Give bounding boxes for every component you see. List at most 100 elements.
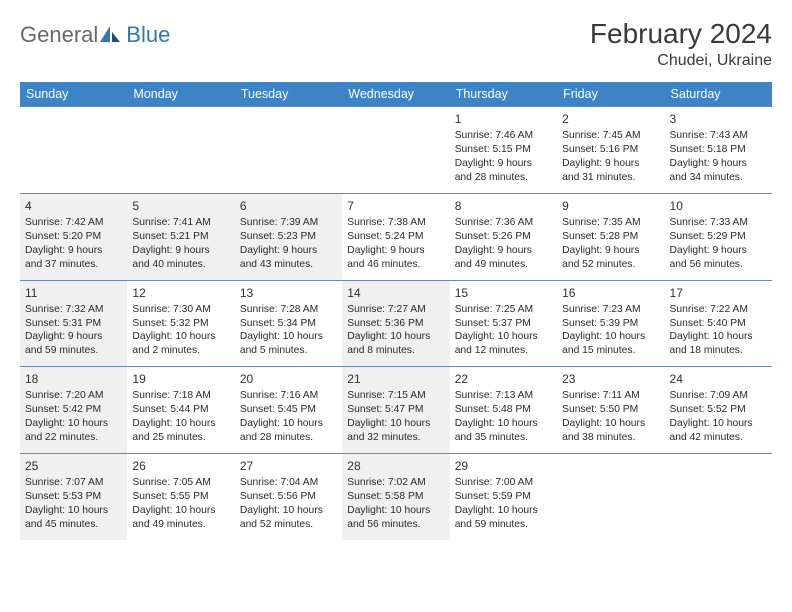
sunset-text: Sunset: 5:39 PM [562,317,659,331]
day-cell: 15Sunrise: 7:25 AMSunset: 5:37 PMDayligh… [450,280,557,367]
day2-text: and 18 minutes. [670,344,767,358]
sunset-text: Sunset: 5:59 PM [455,490,552,504]
sunset-text: Sunset: 5:36 PM [347,317,444,331]
day-cell: 1Sunrise: 7:46 AMSunset: 5:15 PMDaylight… [450,107,557,194]
sunset-text: Sunset: 5:58 PM [347,490,444,504]
day-number: 12 [132,285,229,301]
day-number: 23 [562,371,659,387]
day2-text: and 42 minutes. [670,431,767,445]
sunrise-text: Sunrise: 7:23 AM [562,303,659,317]
day2-text: and 22 minutes. [25,431,122,445]
day1-text: Daylight: 10 hours [25,417,122,431]
day1-text: Daylight: 10 hours [562,417,659,431]
location-label: Chudei, Ukraine [590,52,772,70]
sunrise-text: Sunrise: 7:07 AM [25,476,122,490]
day1-text: Daylight: 10 hours [670,417,767,431]
day2-text: and 8 minutes. [347,344,444,358]
sunset-text: Sunset: 5:16 PM [562,143,659,157]
day1-text: Daylight: 10 hours [347,330,444,344]
week-row: 11Sunrise: 7:32 AMSunset: 5:31 PMDayligh… [20,280,772,367]
week-row: 25Sunrise: 7:07 AMSunset: 5:53 PMDayligh… [20,454,772,540]
day-number: 5 [132,198,229,214]
day-cell [557,454,664,540]
day1-text: Daylight: 10 hours [455,417,552,431]
day-cell: 18Sunrise: 7:20 AMSunset: 5:42 PMDayligh… [20,367,127,454]
day-number: 3 [670,111,767,127]
day-number: 20 [240,371,337,387]
month-title: February 2024 [590,18,772,50]
day-number: 27 [240,458,337,474]
day-cell: 5Sunrise: 7:41 AMSunset: 5:21 PMDaylight… [127,193,234,280]
day2-text: and 59 minutes. [455,518,552,532]
sunrise-text: Sunrise: 7:35 AM [562,216,659,230]
sunrise-text: Sunrise: 7:15 AM [347,389,444,403]
day2-text: and 31 minutes. [562,171,659,185]
day1-text: Daylight: 9 hours [240,244,337,258]
day1-text: Daylight: 10 hours [132,417,229,431]
sunrise-text: Sunrise: 7:20 AM [25,389,122,403]
day2-text: and 45 minutes. [25,518,122,532]
day2-text: and 28 minutes. [455,171,552,185]
sunrise-text: Sunrise: 7:22 AM [670,303,767,317]
sunrise-text: Sunrise: 7:28 AM [240,303,337,317]
dow-monday: Monday [127,82,234,107]
sunset-text: Sunset: 5:24 PM [347,230,444,244]
sunrise-text: Sunrise: 7:11 AM [562,389,659,403]
brand-blue: Blue [126,22,170,48]
sunset-text: Sunset: 5:26 PM [455,230,552,244]
page-header: General Blue February 2024 Chudei, Ukrai… [20,18,772,70]
sunrise-text: Sunrise: 7:16 AM [240,389,337,403]
sunrise-text: Sunrise: 7:43 AM [670,129,767,143]
day1-text: Daylight: 10 hours [240,417,337,431]
day2-text: and 5 minutes. [240,344,337,358]
day-of-week-row: Sunday Monday Tuesday Wednesday Thursday… [20,82,772,107]
day-cell: 7Sunrise: 7:38 AMSunset: 5:24 PMDaylight… [342,193,449,280]
day1-text: Daylight: 10 hours [347,417,444,431]
day1-text: Daylight: 9 hours [347,244,444,258]
day2-text: and 35 minutes. [455,431,552,445]
day2-text: and 56 minutes. [670,258,767,272]
day2-text: and 49 minutes. [455,258,552,272]
day1-text: Daylight: 10 hours [562,330,659,344]
day-number: 17 [670,285,767,301]
day-number: 11 [25,285,122,301]
sunset-text: Sunset: 5:40 PM [670,317,767,331]
sunset-text: Sunset: 5:28 PM [562,230,659,244]
sunset-text: Sunset: 5:37 PM [455,317,552,331]
day1-text: Daylight: 9 hours [132,244,229,258]
day-number: 29 [455,458,552,474]
day-number: 13 [240,285,337,301]
day2-text: and 15 minutes. [562,344,659,358]
dow-saturday: Saturday [665,82,772,107]
day1-text: Daylight: 9 hours [25,330,122,344]
day-cell: 28Sunrise: 7:02 AMSunset: 5:58 PMDayligh… [342,454,449,540]
day-number: 19 [132,371,229,387]
day-cell: 9Sunrise: 7:35 AMSunset: 5:28 PMDaylight… [557,193,664,280]
sunset-text: Sunset: 5:32 PM [132,317,229,331]
sunset-text: Sunset: 5:56 PM [240,490,337,504]
sunset-text: Sunset: 5:55 PM [132,490,229,504]
day-cell: 2Sunrise: 7:45 AMSunset: 5:16 PMDaylight… [557,107,664,194]
sunrise-text: Sunrise: 7:09 AM [670,389,767,403]
brand-general: General [20,22,98,48]
sunrise-text: Sunrise: 7:13 AM [455,389,552,403]
day-cell [665,454,772,540]
sunset-text: Sunset: 5:15 PM [455,143,552,157]
day-cell: 4Sunrise: 7:42 AMSunset: 5:20 PMDaylight… [20,193,127,280]
sunrise-text: Sunrise: 7:33 AM [670,216,767,230]
sunset-text: Sunset: 5:45 PM [240,403,337,417]
week-row: 18Sunrise: 7:20 AMSunset: 5:42 PMDayligh… [20,367,772,454]
day1-text: Daylight: 10 hours [240,330,337,344]
day-cell: 17Sunrise: 7:22 AMSunset: 5:40 PMDayligh… [665,280,772,367]
logo-sail-icon [100,26,124,44]
day1-text: Daylight: 10 hours [132,330,229,344]
sunrise-text: Sunrise: 7:41 AM [132,216,229,230]
dow-friday: Friday [557,82,664,107]
sunrise-text: Sunrise: 7:27 AM [347,303,444,317]
day-cell: 23Sunrise: 7:11 AMSunset: 5:50 PMDayligh… [557,367,664,454]
day2-text: and 37 minutes. [25,258,122,272]
day-number: 10 [670,198,767,214]
day-number: 7 [347,198,444,214]
day2-text: and 46 minutes. [347,258,444,272]
calendar-table: Sunday Monday Tuesday Wednesday Thursday… [20,82,772,540]
